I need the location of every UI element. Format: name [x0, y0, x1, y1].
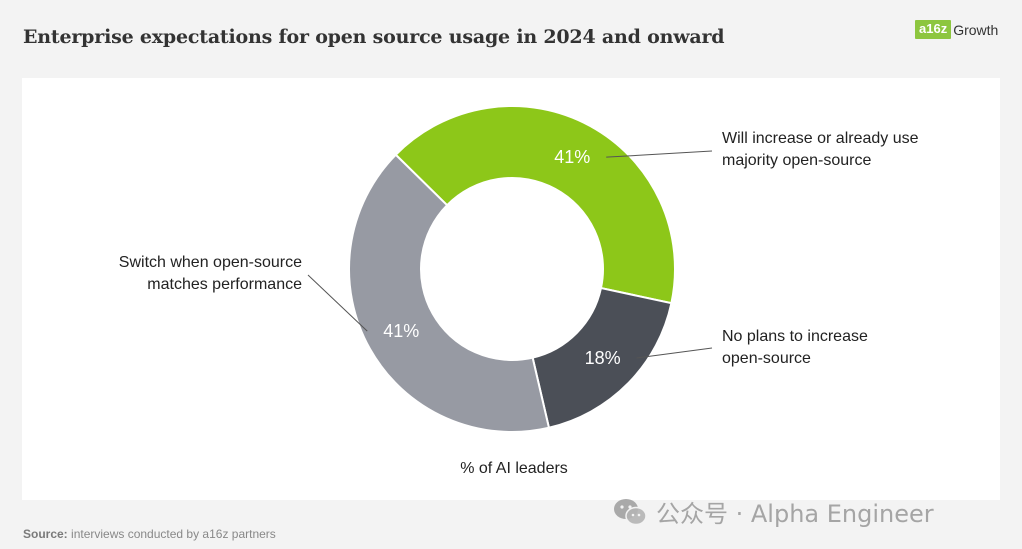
slice-label-increase: Will increase or already use majority op… [722, 128, 919, 172]
chart-caption: % of AI leaders [460, 460, 568, 477]
slice-label-switch-line2: matches performance [147, 276, 302, 293]
slice-label-increase-line2: majority open-source [722, 152, 872, 169]
leader-line-no-plans [636, 347, 713, 359]
logo-text: Growth [953, 21, 999, 38]
chart-card: 41% 18% 41% Will increase or already use m… [22, 78, 1000, 500]
slice-label-no-plans-line2: open-source [722, 350, 811, 367]
source-prefix: Source: [23, 527, 68, 541]
logo-mark: a16z [915, 20, 952, 39]
leader-line-increase [606, 150, 713, 158]
donut-chart: 41% 18% 41% [307, 105, 713, 433]
slice-switch [348, 153, 551, 433]
chart-title: Enterprise expectations for open source … [23, 26, 725, 48]
watermark: 公众号 · Alpha Engineer [612, 494, 934, 529]
wechat-icon [614, 498, 647, 525]
slice-label-increase-line1: Will increase or already use [722, 130, 919, 147]
a16z-growth-logo: a16z Growth [915, 20, 998, 39]
source-text: interviews conducted by a16z partners [67, 527, 276, 541]
slice-switch-value-label: 41% [383, 321, 419, 341]
slice-no-plans [531, 286, 673, 429]
source-note: Source: interviews conducted by a16z par… [23, 527, 276, 541]
slice-label-no-plans: No plans to increase open-source [722, 326, 868, 370]
leader-line-switch [307, 274, 368, 332]
slice-increase-value-label: 41% [554, 147, 590, 167]
slice-label-switch: Switch when open-source matches performa… [119, 252, 302, 296]
watermark-text: 公众号 · Alpha Engineer [656, 500, 934, 528]
slice-label-no-plans-line1: No plans to increase [722, 328, 868, 345]
slice-no-plans-value-label: 18% [585, 348, 621, 368]
slice-label-switch-line1: Switch when open-source [118, 254, 302, 271]
slice-increase [394, 105, 676, 305]
